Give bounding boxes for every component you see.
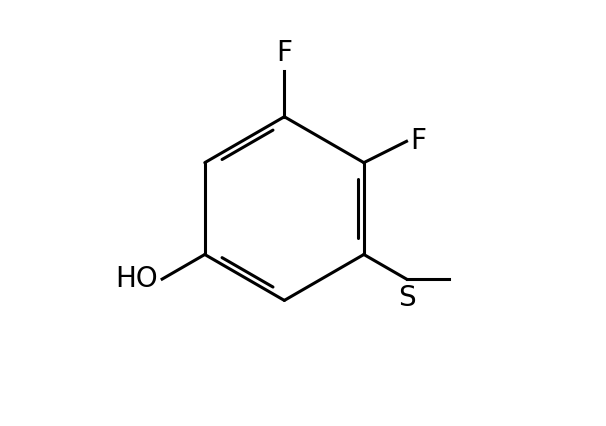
- Text: F: F: [410, 127, 427, 155]
- Text: F: F: [276, 39, 292, 67]
- Text: HO: HO: [116, 265, 158, 293]
- Text: S: S: [398, 284, 415, 312]
